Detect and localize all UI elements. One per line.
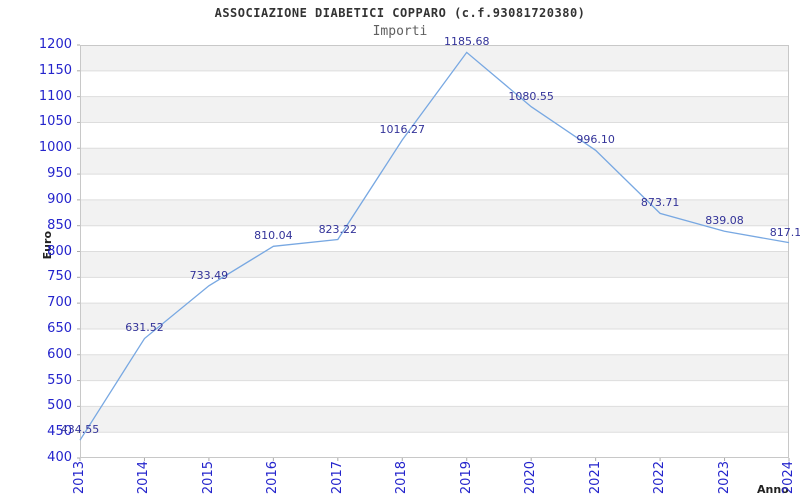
y-tick-label: 700 <box>47 295 72 311</box>
x-tick-label: 2019 <box>458 461 474 495</box>
plot-band <box>80 45 789 71</box>
y-tick-label: 800 <box>47 243 72 259</box>
y-tick-label: 1200 <box>38 37 72 52</box>
data-label: 733.49 <box>189 268 229 282</box>
y-tick-label: 650 <box>47 320 72 336</box>
x-tick-label: 2017 <box>329 461 345 495</box>
plot-band <box>80 354 789 381</box>
data-label: 1016.27 <box>379 122 426 136</box>
y-tick-label: 400 <box>47 450 72 465</box>
data-label: 1080.55 <box>508 89 554 103</box>
data-label: 996.10 <box>576 133 615 147</box>
x-tick-label: 2016 <box>265 461 281 495</box>
y-tick-label: 1000 <box>38 140 72 156</box>
data-label: 434.55 <box>60 423 100 437</box>
y-tick-label: 1050 <box>38 114 72 130</box>
x-tick-label: 2013 <box>72 461 87 495</box>
data-label: 873.71 <box>640 196 680 210</box>
plot-area <box>77 44 790 461</box>
x-tick-label: 2022 <box>652 461 668 495</box>
x-tick-label: 2014 <box>136 461 152 495</box>
x-tick-label: 2021 <box>587 461 603 495</box>
chart-subtitle: Importi <box>372 24 428 39</box>
plot-band <box>80 251 789 278</box>
x-tick-label: 2023 <box>716 461 732 495</box>
y-tick-label: 1100 <box>38 88 72 104</box>
plot-border <box>80 45 789 458</box>
x-tick-label: 2020 <box>523 461 539 495</box>
data-label: 817.17 <box>769 225 800 239</box>
plot-band <box>80 148 789 175</box>
data-label: 631.52 <box>125 321 164 335</box>
chart-svg <box>77 44 790 461</box>
data-label: 1185.68 <box>443 35 490 49</box>
chart-title: ASSOCIAZIONE DIABETICI COPPARO (c.f.9308… <box>214 6 586 20</box>
x-axis-title: Anno <box>757 483 789 496</box>
x-tick-label: 2018 <box>394 461 410 495</box>
data-label: 810.04 <box>254 229 293 243</box>
y-tick-label: 900 <box>47 191 72 207</box>
plot-band <box>80 406 789 433</box>
x-tick-label: 2024 <box>781 461 796 495</box>
y-tick-label: 1150 <box>38 62 72 78</box>
y-tick-label: 950 <box>47 166 72 182</box>
data-label: 823.22 <box>318 222 358 236</box>
y-tick-label: 550 <box>47 372 72 388</box>
series-line <box>79 51 790 441</box>
plot-band <box>80 303 789 329</box>
y-tick-label: 500 <box>47 398 72 414</box>
x-tick-label: 2015 <box>200 461 216 495</box>
data-label: 839.08 <box>705 214 744 228</box>
y-tick-label: 750 <box>47 269 72 285</box>
y-tick-label: 450 <box>47 424 72 440</box>
plot-band <box>80 199 789 226</box>
y-tick-label: 850 <box>47 217 72 233</box>
plot-band <box>80 96 789 123</box>
y-tick-label: 600 <box>47 346 72 362</box>
